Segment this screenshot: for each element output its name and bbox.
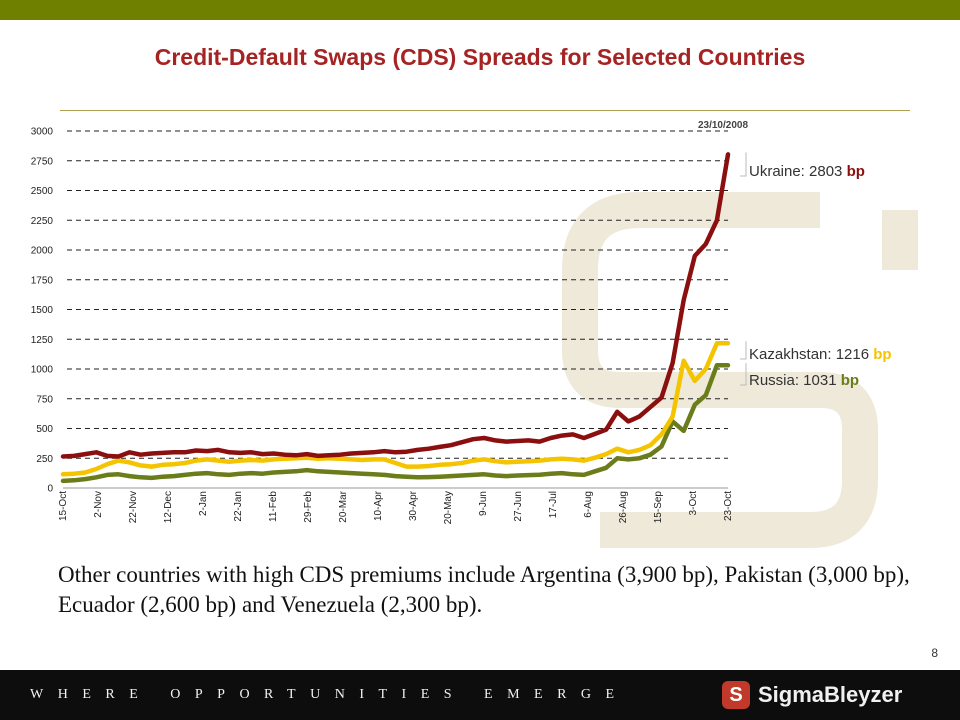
sigmableyzer-logo-icon: S (722, 681, 750, 709)
y-tick-label: 2750 (31, 156, 54, 167)
y-tick-label: 500 (36, 424, 53, 435)
page-number: 8 (931, 646, 938, 660)
y-tick-label: 250 (36, 454, 53, 465)
label-connector (740, 363, 747, 386)
x-tick-label: 22-Jan (233, 491, 244, 522)
label-connector (740, 341, 747, 360)
y-tick-label: 2000 (31, 246, 54, 257)
end-label-kazakhstan: Kazakhstan: 1216 bp (749, 346, 892, 363)
x-tick-label: 3-Oct (688, 491, 699, 516)
x-tick-label: 2-Jan (198, 491, 209, 516)
series-end-labels: Ukraine: 2803 bp Kazakhstan: 1216 bp Russi… (740, 152, 892, 389)
x-tick-label: 17-Jul (548, 491, 559, 518)
x-tick-label: 20-Mar (338, 490, 349, 522)
series-line-russia (60, 363, 731, 484)
x-tick-label: 20-May (443, 491, 454, 524)
footer-bar (0, 670, 960, 720)
sigmableyzer-watermark-logo (562, 192, 918, 548)
y-tick-label: 0 (47, 484, 53, 495)
footer-tagline: WHERE OPPORTUNITIES EMERGE (30, 687, 629, 702)
x-tick-label: 15-Sep (653, 491, 664, 524)
chart-gridlines (67, 130, 728, 459)
body-paragraph: Other countries with high CDS premiums i… (58, 562, 910, 617)
y-tick-label: 2500 (31, 186, 54, 197)
x-tick-label: 11-Feb (268, 491, 279, 522)
annotation-date: 23/10/2008 (698, 120, 748, 131)
chart-series-lines (60, 152, 731, 484)
end-label-russia: Russia: 1031 bp (749, 372, 859, 389)
logo-text: SigmaBleyzer (758, 682, 903, 707)
x-tick-label: 29-Feb (303, 491, 314, 523)
x-tick-label: 26-Aug (618, 491, 629, 523)
x-tick-label: 2-Nov (93, 491, 104, 518)
label-connector (740, 152, 747, 177)
y-tick-label: 1000 (31, 365, 54, 376)
x-tick-label: 30-Apr (408, 490, 419, 521)
y-tick-label: 2250 (31, 216, 54, 227)
x-axis-tick-labels: 15-Oct 2-Nov 22-Nov 12-Dec 2-Jan 22-Jan 11-Feb… (58, 490, 734, 524)
title-divider (60, 110, 910, 111)
x-tick-label: 12-Dec (163, 491, 174, 523)
x-tick-label: 10-Apr (373, 490, 384, 521)
y-tick-label: 750 (36, 394, 53, 405)
x-tick-label: 6-Aug (583, 491, 594, 518)
cds-spreads-line-chart: 0 250 500 750 1000 1250 1500 1750 2000 2250 2500 27… (31, 120, 892, 524)
footer-logo[interactable]: S SigmaBleyzer (722, 680, 902, 710)
y-tick-label: 1250 (31, 335, 54, 346)
y-tick-label: 1500 (31, 305, 54, 316)
x-tick-label: 15-Oct (58, 491, 69, 521)
x-tick-label: 9-Jun (478, 491, 489, 516)
top-bar (0, 0, 960, 20)
y-tick-label: 3000 (31, 127, 54, 138)
end-label-ukraine: Ukraine: 2803 bp (749, 163, 865, 180)
y-axis-tick-labels: 0 250 500 750 1000 1250 1500 1750 2000 2250 2500 27… (31, 127, 54, 495)
x-tick-label: 22-Nov (128, 491, 139, 523)
x-tick-label: 23-Oct (723, 491, 734, 521)
series-line-ukraine (60, 152, 731, 459)
series-line-kazakhstan (60, 341, 731, 477)
x-tick-label: 27-Jun (513, 491, 524, 522)
page-title: Credit-Default Swaps (CDS) Spreads for S… (154, 44, 806, 70)
y-tick-label: 1750 (31, 275, 54, 286)
